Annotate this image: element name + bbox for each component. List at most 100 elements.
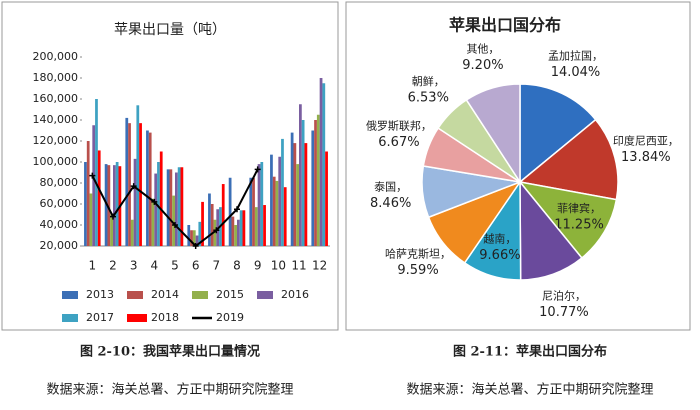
bar <box>192 230 196 246</box>
legend-marker <box>62 314 78 322</box>
legend-label: 2013 <box>86 288 114 301</box>
caption: 图 2-10：我国苹果出口量情况 <box>80 344 260 360</box>
bar <box>275 180 279 246</box>
y-tick-label: 160,000 <box>33 92 79 105</box>
x-tick-label: 8 <box>233 259 241 273</box>
bar <box>239 210 243 246</box>
legend-label: 2017 <box>86 311 114 324</box>
bar <box>180 167 184 246</box>
bar <box>252 177 255 246</box>
slice-label: 泰国， <box>374 179 407 193</box>
slice-value: 9.66% <box>479 248 520 263</box>
legend-label: 2014 <box>151 288 179 301</box>
point <box>192 243 199 249</box>
bar <box>154 173 158 246</box>
bar <box>151 198 155 246</box>
x-tick-label: 11 <box>291 259 306 273</box>
slice-label: 哈萨克斯坦， <box>385 247 451 261</box>
bar <box>107 165 111 246</box>
point <box>172 222 178 228</box>
bar <box>148 132 152 246</box>
bar <box>278 156 282 246</box>
bar <box>133 158 137 246</box>
slice-label: 其他， <box>466 42 499 55</box>
point <box>151 198 158 205</box>
x-tick-label: 7 <box>213 259 221 273</box>
slice-value: 8.46% <box>370 196 411 211</box>
y-tick-label: 140,000 <box>33 113 79 126</box>
bar <box>84 162 87 246</box>
source: 数据来源：海关总署、方正中期研究院整理 <box>406 382 653 398</box>
bar <box>110 214 113 246</box>
slice-label: 尼泊尔， <box>542 289 586 302</box>
bar <box>254 207 258 246</box>
bar <box>210 204 214 246</box>
point <box>234 206 240 213</box>
bar <box>260 162 264 246</box>
bar <box>128 123 131 246</box>
x-tick-label: 12 <box>312 259 327 273</box>
bar <box>159 151 163 246</box>
y-tick-label: 80,000 <box>40 176 79 189</box>
slice-label: 俄罗斯联邦， <box>366 120 432 133</box>
bar <box>169 169 173 246</box>
point <box>213 227 220 234</box>
bar <box>125 117 129 247</box>
slice-label: 印度尼西亚， <box>613 133 679 147</box>
legend-label: 2019 <box>216 311 244 324</box>
bar <box>263 205 266 246</box>
bar <box>311 130 315 246</box>
bar <box>281 138 284 246</box>
bar <box>89 193 93 246</box>
y-tick-label: 120,000 <box>33 134 79 147</box>
bar <box>283 187 287 246</box>
bar <box>325 151 328 246</box>
point <box>254 166 261 173</box>
bar <box>198 221 202 246</box>
bar <box>139 123 142 246</box>
y-tick-label: 20,000 <box>40 239 79 252</box>
bar <box>293 143 297 246</box>
x-tick-label: 5 <box>171 259 179 273</box>
x-tick-label: 9 <box>254 259 262 273</box>
legend-marker <box>127 291 143 299</box>
bar <box>157 162 160 246</box>
bar <box>316 114 320 246</box>
bar <box>270 154 273 246</box>
bar <box>177 167 181 246</box>
chart-title: 苹果出口量（吨） <box>114 22 226 38</box>
bar <box>201 201 204 246</box>
bar <box>172 195 175 246</box>
slice-value: 9.20% <box>462 58 503 73</box>
caption: 图 2-11：苹果出口国分布 <box>453 344 607 360</box>
bar <box>130 219 134 246</box>
y-tick-label: 100,000 <box>33 155 79 168</box>
bar <box>272 176 276 246</box>
chart-title: 苹果出口国分布 <box>449 16 561 35</box>
pie-slice <box>519 179 583 281</box>
source: 数据来源：海关总署、方正中期研究院整理 <box>46 382 293 398</box>
x-tick-label: 10 <box>271 259 286 273</box>
slice-label: 孟加拉国， <box>548 48 603 62</box>
x-tick-label: 1 <box>89 259 97 273</box>
bar <box>322 83 326 246</box>
bar <box>113 165 116 246</box>
legend-label: 2018 <box>151 311 179 324</box>
x-tick-label: 2 <box>109 259 117 273</box>
slice-value: 13.84% <box>621 150 671 165</box>
slice-value: 10.77% <box>539 305 589 320</box>
bar <box>146 130 149 246</box>
slice-value: 6.53% <box>408 90 449 105</box>
legend-marker <box>257 291 273 299</box>
bar <box>95 99 98 246</box>
bar <box>115 162 119 246</box>
bar <box>234 225 237 246</box>
bar <box>86 141 90 246</box>
bar <box>136 105 140 246</box>
slice-value: 6.67% <box>378 135 419 150</box>
bar <box>319 78 323 246</box>
bar <box>237 219 240 246</box>
bar <box>187 225 191 246</box>
bar <box>97 150 101 246</box>
